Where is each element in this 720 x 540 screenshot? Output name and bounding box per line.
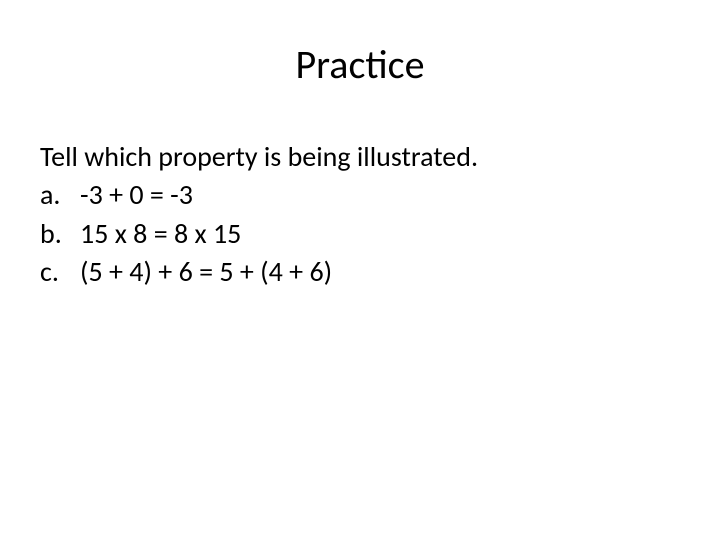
- instruction-text: Tell which property is being illustrated…: [40, 139, 680, 175]
- item-label: c.: [40, 254, 80, 290]
- item-label: b.: [40, 216, 80, 252]
- item-text: (5 + 4) + 6 = 5 + (4 + 6): [80, 254, 680, 290]
- slide-title: Practice: [40, 40, 680, 89]
- list-item: b. 15 x 8 = 8 x 15: [40, 216, 680, 252]
- item-text: -3 + 0 = -3: [80, 177, 680, 213]
- item-text: 15 x 8 = 8 x 15: [80, 216, 680, 252]
- list-item: a. -3 + 0 = -3: [40, 177, 680, 213]
- slide-content: Tell which property is being illustrated…: [40, 139, 680, 291]
- list-item: c. (5 + 4) + 6 = 5 + (4 + 6): [40, 254, 680, 290]
- item-label: a.: [40, 177, 80, 213]
